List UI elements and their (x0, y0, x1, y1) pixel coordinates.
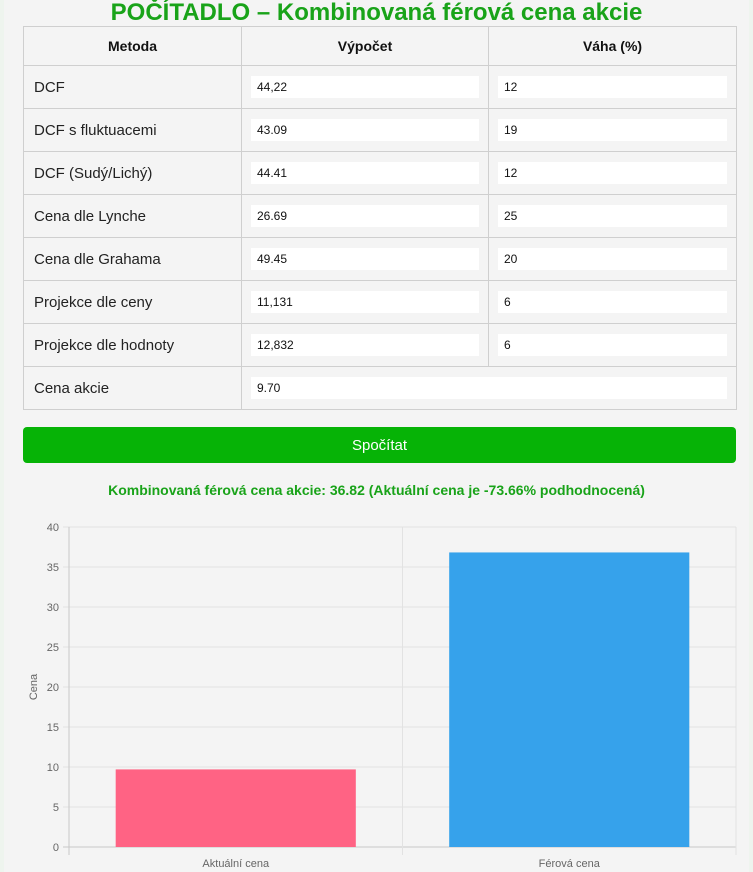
value-input-value-projection[interactable] (251, 334, 479, 356)
weight-input-price-projection[interactable] (498, 291, 727, 313)
x-tick-label: Férová cena (539, 858, 601, 870)
value-input-graham[interactable] (251, 248, 479, 270)
y-tick-label: 40 (47, 522, 59, 534)
calculation-table: Metoda Výpočet Váha (%) DCF DCF s fluktu… (23, 26, 737, 410)
method-label: DCF (Sudý/Lichý) (23, 151, 242, 195)
fair-price-bar-chart: 0 5 10 15 20 25 30 35 40 Aktuální cena Férová cen… (28, 522, 737, 870)
value-input-dcf-fluctuations[interactable] (251, 119, 479, 141)
stock-price-label: Cena akcie (23, 366, 242, 410)
table-row: DCF (23, 65, 737, 109)
chart-bars (115, 552, 690, 847)
y-tick-label: 5 (53, 802, 59, 814)
table-header-row: Metoda Výpočet Váha (%) (23, 26, 737, 66)
table-row: Cena dle Lynche (23, 194, 737, 238)
value-input-price-projection[interactable] (251, 291, 479, 313)
weight-input-graham[interactable] (498, 248, 727, 270)
value-input-lynch[interactable] (251, 205, 479, 227)
table-row: Projekce dle ceny (23, 280, 737, 324)
y-tick-label: 15 (47, 722, 59, 734)
table-row: Cena dle Grahama (23, 237, 737, 281)
method-label: DCF (23, 65, 242, 109)
y-tick-label: 25 (47, 642, 59, 654)
weight-input-dcf-even-odd[interactable] (498, 162, 727, 184)
x-axis-ticks: Aktuální cena Férová cena (202, 858, 600, 870)
y-tick-label: 10 (47, 762, 59, 774)
y-axis-ticks: 0 5 10 15 20 25 30 35 40 (47, 522, 59, 854)
bar-fair-price[interactable] (449, 552, 690, 847)
weight-input-lynch[interactable] (498, 205, 727, 227)
weight-input-value-projection[interactable] (498, 334, 727, 356)
weight-input-dcf[interactable] (498, 76, 727, 98)
table-row: DCF (Sudý/Lichý) (23, 151, 737, 195)
y-axis-label: Cena (28, 673, 40, 700)
y-tick-label: 0 (53, 842, 59, 854)
method-label: DCF s fluktuacemi (23, 108, 242, 152)
x-tick-label: Aktuální cena (202, 858, 270, 870)
method-label: Projekce dle ceny (23, 280, 242, 324)
header-calculation: Výpočet (241, 26, 489, 66)
y-tick-label: 20 (47, 682, 59, 694)
header-method: Metoda (23, 26, 242, 66)
calculate-button[interactable]: Spočítat (23, 427, 736, 463)
y-tick-label: 35 (47, 562, 59, 574)
method-label: Projekce dle hodnoty (23, 323, 242, 367)
table-row-stock-price: Cena akcie (23, 366, 737, 410)
y-tick-label: 30 (47, 602, 59, 614)
method-label: Cena dle Grahama (23, 237, 242, 281)
result-text: Kombinovaná férová cena akcie: 36.82 (Ak… (108, 482, 645, 498)
stock-price-input[interactable] (251, 377, 727, 399)
header-weight: Váha (%) (488, 26, 737, 66)
page-title: POČÍTADLO – Kombinovaná férová cena akci… (110, 0, 643, 26)
method-label: Cena dle Lynche (23, 194, 242, 238)
value-input-dcf[interactable] (251, 76, 479, 98)
weight-input-dcf-fluctuations[interactable] (498, 119, 727, 141)
table-row: Projekce dle hodnoty (23, 323, 737, 367)
value-input-dcf-even-odd[interactable] (251, 162, 479, 184)
bar-current-price[interactable] (115, 769, 356, 847)
table-row: DCF s fluktuacemi (23, 108, 737, 152)
